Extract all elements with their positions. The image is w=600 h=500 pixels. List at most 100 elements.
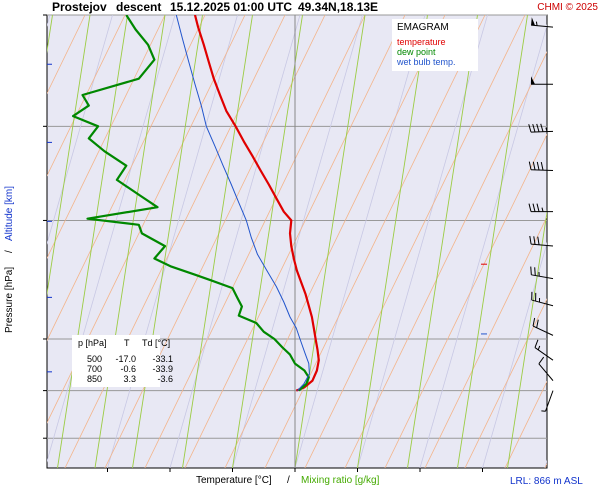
wind-barbs [528, 17, 554, 412]
mixing-ratio-line [357, 15, 428, 468]
isotherm-line [169, 15, 301, 468]
isotherm-line [294, 15, 426, 468]
copyright: CHMI © 2025 [537, 2, 598, 13]
wind-barb-pennant [531, 17, 536, 26]
table-cell: 3.3 [123, 374, 136, 384]
wind-barb [531, 17, 554, 28]
wind-barb-flag [533, 236, 536, 245]
lrl-note: LRL: 866 m ASL [510, 476, 583, 487]
wind-barb [529, 235, 554, 247]
legend-wet-bulb: wet bulb temp. [396, 57, 456, 67]
series-wet-bulb-temp-line [175, 15, 310, 391]
legend-temperature: temperature [397, 37, 446, 47]
mixing-ratio-line [182, 15, 253, 468]
mixing-ratio-line [457, 15, 528, 468]
mixing-ratio-line [47, 15, 91, 297]
table-header-td: Td [°C] [142, 338, 170, 348]
isotherm-line [107, 15, 238, 468]
wind-barb-flag [534, 339, 539, 348]
wind-barb-flag [528, 203, 532, 212]
level-markers [481, 263, 487, 335]
isotherm-line [232, 15, 363, 468]
sounding-type: descent [116, 0, 161, 14]
x-axis-separator: / [287, 475, 290, 486]
wind-barb [528, 123, 554, 133]
y-axis-label: Pressure [hPa] [4, 267, 15, 333]
dry-adiabat-line [224, 15, 446, 468]
mixing-ratio-lines [47, 15, 547, 468]
wind-barb [538, 356, 554, 381]
wind-barb-flag [540, 123, 544, 132]
dry-adiabat-line [144, 15, 366, 468]
table-cell: 700 [87, 364, 102, 374]
wind-barb-flag [536, 161, 540, 171]
wind-barb-flag [536, 319, 539, 328]
table-cell: -33.1 [152, 354, 173, 364]
dry-adiabat-line [504, 380, 547, 468]
legend-dew-point: dew point [397, 47, 436, 57]
dry-adiabat-line [384, 133, 547, 468]
x-axis-label: Temperature [°C] [196, 475, 272, 486]
sounding-datetime: 15.12.2025 01:00 UTC [170, 0, 292, 14]
table-cell: -17.0 [115, 354, 136, 364]
wind-barb [532, 317, 554, 336]
wind-barb [530, 266, 554, 280]
series-dew-point-line [72, 15, 310, 392]
wind-barb-flag [532, 317, 536, 327]
wind-barb [534, 339, 554, 361]
wind-barb [528, 161, 554, 171]
y-axis-separator: / [4, 250, 15, 253]
wind-barb-half-flag [541, 207, 544, 212]
dry-adiabat-line [47, 15, 206, 342]
y-axis-altitude-label: Altitude [km] [4, 186, 15, 241]
wind-barb-staff [538, 363, 554, 381]
dry-adiabat-line [64, 15, 286, 468]
wind-barb-flag [538, 356, 545, 365]
dry-adiabat-line [304, 15, 526, 468]
wind-barb-half-flag [545, 127, 548, 132]
dry-adiabat-line [104, 15, 326, 468]
dry-adiabats [47, 15, 547, 468]
chart-title: EMAGRAM [397, 22, 449, 33]
wind-panel [547, 15, 600, 468]
wind-barb-flag [528, 124, 532, 133]
table-cell: 500 [87, 354, 102, 364]
mixing-ratio-line [294, 15, 366, 468]
sounding-series [72, 15, 320, 392]
wind-barb-half-flag [537, 345, 541, 351]
wind-barb-half-flag [535, 21, 538, 26]
wind-barb-flag [536, 123, 540, 133]
table-cell: 850 [87, 374, 102, 384]
wind-barb [531, 76, 553, 85]
x-axis-mixing-label: Mixing ratio [g/kg] [301, 475, 380, 486]
wind-barb-flag [537, 236, 540, 245]
isotherm-line [47, 15, 113, 245]
wind-barb-flag [540, 161, 544, 171]
wind-barb [528, 203, 553, 213]
dry-adiabat-line [464, 298, 547, 468]
wind-barb [531, 291, 554, 307]
wind-barb-flag [528, 161, 532, 170]
dry-adiabat-line [47, 15, 246, 424]
dry-adiabat-line [47, 15, 126, 177]
wind-barb [541, 390, 554, 412]
wind-barb-flag [530, 266, 532, 275]
axis-labels [43, 14, 483, 472]
dry-adiabat-line [264, 15, 486, 468]
dry-adiabat-line [344, 51, 547, 468]
dry-adiabat-line [47, 15, 86, 95]
mixing-ratio-line [407, 15, 478, 468]
wind-barb-flag [532, 203, 536, 212]
table-cell: -33.9 [152, 364, 173, 374]
data-table-box [72, 335, 160, 387]
table-header-p: p [hPa] [78, 338, 107, 348]
series-temperature-line [193, 15, 320, 392]
table-cell: -3.6 [157, 374, 173, 384]
wind-barb-flag [536, 203, 540, 212]
wind-barb-staff [545, 390, 554, 412]
mixing-ratio-line [232, 15, 303, 468]
mixing-ratio-line [132, 15, 203, 468]
mixing-ratio-line [94, 15, 166, 468]
station-name: Prostejov [52, 0, 107, 14]
